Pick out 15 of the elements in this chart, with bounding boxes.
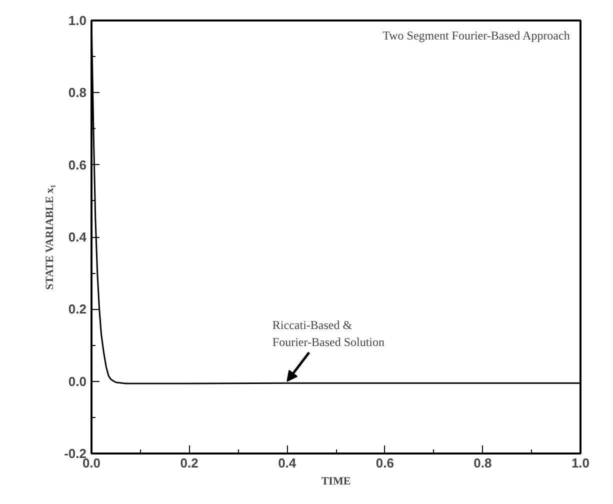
y-tick-label: 0.8 [68, 85, 87, 100]
y-axis-title: STATE VARIABLE x₁ [44, 184, 56, 290]
y-tick-label: 0.2 [68, 302, 87, 317]
y-tick-label: 0.6 [68, 157, 87, 172]
annotation: Riccati-Based & Fourier-Based Solution [272, 318, 385, 349]
y-tick-label: 0.4 [68, 230, 88, 244]
y-tick-label: 0.0 [68, 374, 87, 389]
x-tick-label: 0.8 [474, 456, 492, 470]
x-tick-label: 0.2 [180, 456, 198, 470]
x-tick-label: 0.4 [278, 456, 297, 470]
x-tick-label: 1.0 [571, 456, 590, 470]
x-tick-label: 0.6 [376, 456, 394, 470]
annotation: Two Segment Fourier-Based Approach [382, 28, 570, 42]
y-tick-label: 1.0 [68, 13, 87, 28]
x-axis-title: TIME [321, 476, 351, 488]
